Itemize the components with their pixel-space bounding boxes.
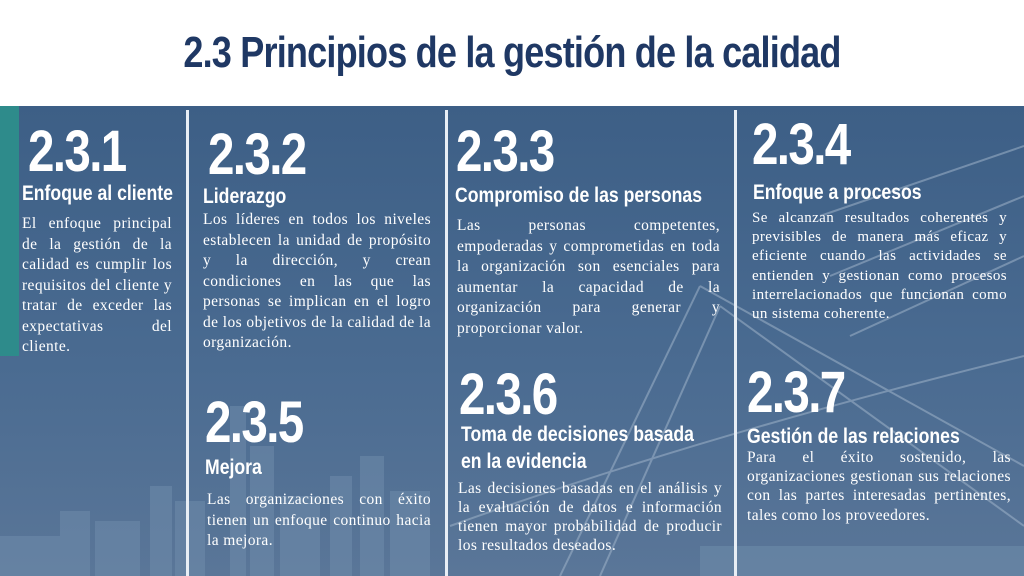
principle-number: 2.3.2 [208, 122, 307, 187]
principles-panel: 2.3.1 Enfoque al cliente El enfoque prin… [0, 106, 1024, 576]
city-bridge-background [0, 145, 1024, 576]
principle-number: 2.3.6 [459, 362, 558, 427]
principle-number: 2.3.4 [752, 112, 851, 177]
column-divider [445, 110, 448, 576]
principle-text: Se alcanzan resultados coherentes y prev… [752, 210, 1007, 323]
principle-heading: Enfoque al cliente [22, 182, 173, 205]
principle-text: Las personas competentes, empoderadas y … [457, 217, 720, 337]
principle-text: Las organizaciones con éxito tienen un e… [207, 491, 431, 549]
principle-heading-line2: en la evidencia [461, 450, 587, 473]
principle-heading: Mejora [205, 456, 262, 479]
principle-text: Para el éxito sostenido, las organizacio… [747, 449, 1011, 524]
principle-text: Las decisiones basadas en el análisis y … [458, 480, 722, 554]
principle-number: 2.3.1 [28, 119, 127, 184]
principle-heading: Compromiso de las personas [455, 184, 703, 207]
principle-heading: Gestión de las relaciones [747, 425, 960, 448]
principle-heading: Enfoque a procesos [753, 181, 922, 204]
column-divider [734, 110, 737, 576]
principle-heading: Liderazgo [203, 185, 287, 208]
page-title: 2.3 Principios de la gestión de la calid… [183, 28, 841, 77]
column-divider [186, 110, 189, 576]
principle-text: Los líderes en todos los niveles estable… [203, 211, 431, 351]
principle-heading: Toma de decisiones basada [461, 423, 695, 446]
principle-text: El enfoque principal de la gestión de la… [22, 215, 172, 355]
principle-number: 2.3.5 [205, 390, 304, 455]
principle-number: 2.3.7 [747, 360, 846, 425]
principle-number: 2.3.3 [456, 119, 555, 184]
accent-bar [0, 106, 19, 356]
